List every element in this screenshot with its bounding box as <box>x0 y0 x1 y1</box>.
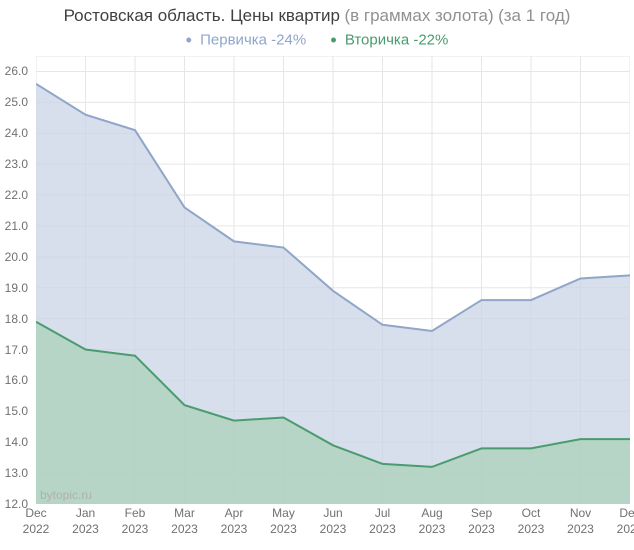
chart-title-sub1: (в граммах золота) <box>344 6 493 25</box>
x-tick-label: Jun2023 <box>320 506 347 537</box>
title-area: Ростовская область. Цены квартир (в грам… <box>0 0 634 26</box>
chart-title-sub2: (за 1 год) <box>498 6 570 25</box>
legend-dot-icon: • <box>330 30 336 50</box>
y-tick-label: 24.0 <box>5 126 28 140</box>
legend: • Первичка -24% • Вторичка -22% <box>0 26 634 51</box>
x-tick-label: Jan2023 <box>72 506 99 537</box>
legend-label-secondary: Вторичка -22% <box>345 31 449 48</box>
legend-label-primary: Первичка -24% <box>200 31 306 48</box>
y-tick-label: 18.0 <box>5 312 28 326</box>
x-axis: Dec2022Jan2023Feb2023Mar2023Apr2023May20… <box>36 506 630 546</box>
y-tick-label: 21.0 <box>5 219 28 233</box>
chart-title-main: Ростовская область. Цены квартир <box>64 6 340 25</box>
plot-area: bytopic.ru <box>36 56 630 504</box>
y-tick-label: 17.0 <box>5 343 28 357</box>
y-tick-label: 13.0 <box>5 466 28 480</box>
y-tick-label: 22.0 <box>5 188 28 202</box>
y-tick-label: 19.0 <box>5 281 28 295</box>
attribution: bytopic.ru <box>40 488 92 502</box>
y-tick-label: 16.0 <box>5 373 28 387</box>
x-tick-label: Sep2023 <box>468 506 495 537</box>
x-tick-label: Nov2023 <box>567 506 594 537</box>
x-tick-label: May2023 <box>270 506 297 537</box>
x-tick-label: Dec2022 <box>23 506 50 537</box>
legend-item-secondary: • Вторичка -22% <box>330 30 448 51</box>
x-tick-label: Mar2023 <box>171 506 198 537</box>
x-tick-label: Oct2023 <box>518 506 545 537</box>
y-tick-label: 20.0 <box>5 250 28 264</box>
chart-container: Ростовская область. Цены квартир (в грам… <box>0 0 634 550</box>
x-tick-label: Jul2023 <box>369 506 396 537</box>
y-axis: 12.013.014.015.016.017.018.019.020.021.0… <box>0 56 32 504</box>
y-tick-label: 26.0 <box>5 64 28 78</box>
y-tick-label: 15.0 <box>5 404 28 418</box>
y-tick-label: 14.0 <box>5 435 28 449</box>
y-tick-label: 25.0 <box>5 95 28 109</box>
x-tick-label: Apr2023 <box>221 506 248 537</box>
y-tick-label: 23.0 <box>5 157 28 171</box>
chart-svg <box>36 56 630 504</box>
legend-dot-icon: • <box>186 30 192 50</box>
x-tick-label: Feb2023 <box>122 506 149 537</box>
x-tick-label: Dec2023 <box>617 506 634 537</box>
legend-item-primary: • Первичка -24% <box>186 30 307 51</box>
x-tick-label: Aug2023 <box>419 506 446 537</box>
